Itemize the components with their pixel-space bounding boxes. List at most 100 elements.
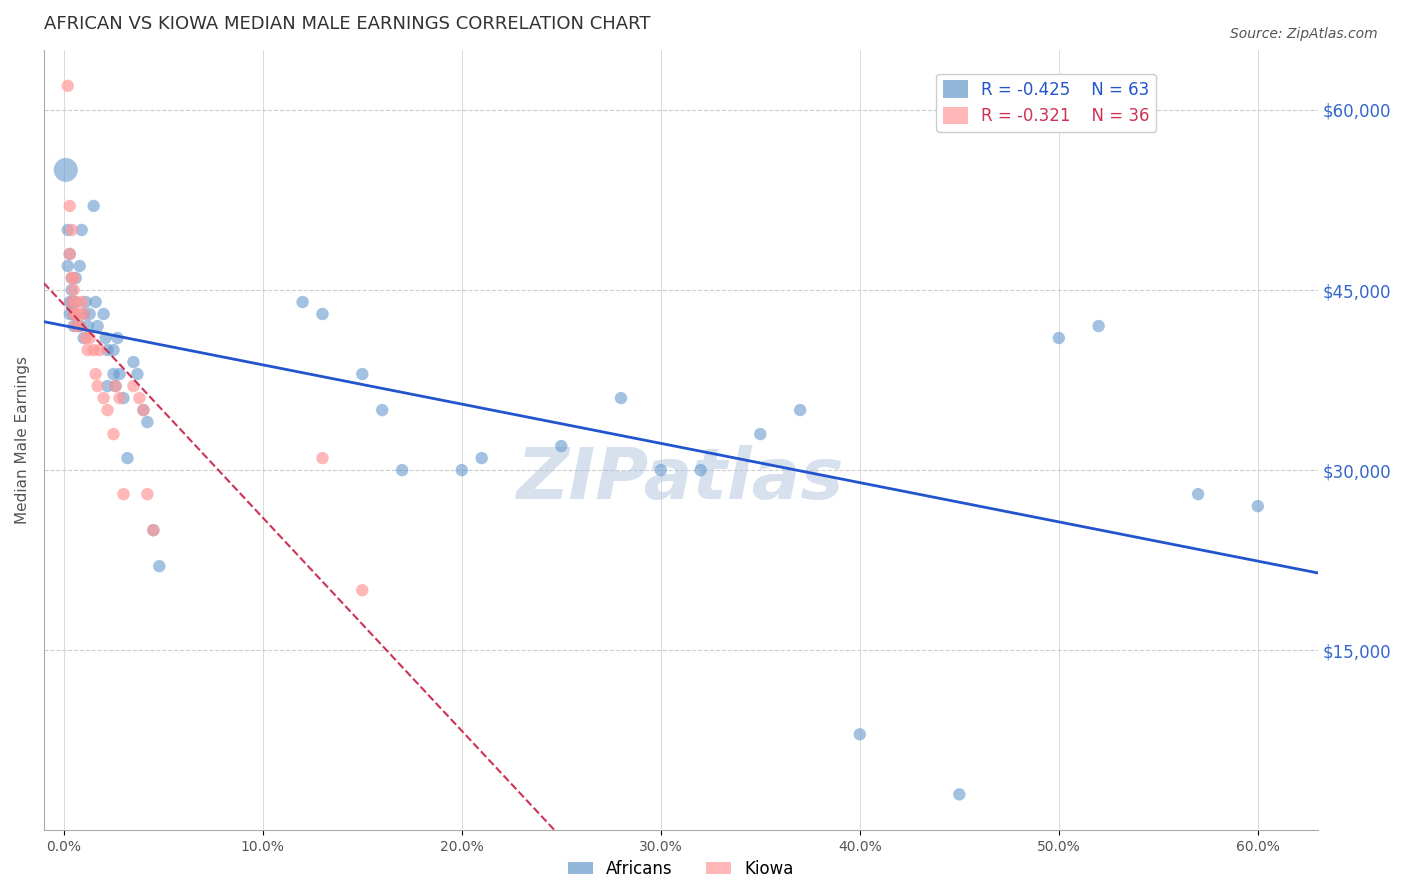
Point <box>56 259 79 273</box>
Point <box>69 319 91 334</box>
Point <box>93 307 115 321</box>
Point <box>103 343 125 357</box>
Point <box>56 223 79 237</box>
Point <box>70 295 93 310</box>
Point <box>76 319 98 334</box>
Point <box>948 788 970 802</box>
Point <box>391 463 413 477</box>
Point <box>108 391 131 405</box>
Point <box>60 223 83 237</box>
Point <box>89 343 111 357</box>
Point <box>60 271 83 285</box>
Point <box>311 307 333 321</box>
Point <box>62 319 84 334</box>
Point <box>352 583 374 598</box>
Point <box>59 199 82 213</box>
Text: ZIPatlas: ZIPatlas <box>517 444 845 514</box>
Point <box>142 523 165 537</box>
Point <box>69 259 91 273</box>
Point <box>66 319 89 334</box>
Point <box>142 523 165 537</box>
Point <box>65 307 87 321</box>
Point <box>59 295 82 310</box>
Point <box>108 367 131 381</box>
Y-axis label: Median Male Earnings: Median Male Earnings <box>15 356 30 524</box>
Point <box>122 355 145 369</box>
Point <box>65 271 87 285</box>
Point <box>117 451 139 466</box>
Point <box>73 307 96 321</box>
Point <box>689 463 711 477</box>
Point <box>148 559 170 574</box>
Point <box>69 319 91 334</box>
Point <box>59 247 82 261</box>
Point <box>60 283 83 297</box>
Point <box>65 295 87 310</box>
Point <box>103 427 125 442</box>
Point <box>60 271 83 285</box>
Point <box>1187 487 1209 501</box>
Point <box>66 307 89 321</box>
Point <box>75 331 97 345</box>
Point <box>84 295 107 310</box>
Point <box>62 307 84 321</box>
Point <box>1087 319 1109 334</box>
Point <box>550 439 572 453</box>
Point <box>55 162 77 177</box>
Point <box>62 295 84 310</box>
Point <box>789 403 811 417</box>
Point <box>60 295 83 310</box>
Point <box>75 295 97 310</box>
Point <box>136 487 159 501</box>
Point <box>1247 499 1270 513</box>
Text: AFRICAN VS KIOWA MEDIAN MALE EARNINGS CORRELATION CHART: AFRICAN VS KIOWA MEDIAN MALE EARNINGS CO… <box>44 15 651 33</box>
Point <box>749 427 772 442</box>
Point <box>291 295 314 310</box>
Point <box>371 403 394 417</box>
Point <box>83 343 105 357</box>
Point <box>65 319 87 334</box>
Legend: Africans, Kiowa: Africans, Kiowa <box>561 853 800 885</box>
Point <box>104 379 127 393</box>
Point <box>79 307 101 321</box>
Point <box>56 78 79 93</box>
Point <box>650 463 672 477</box>
Point <box>97 403 120 417</box>
Point <box>65 295 87 310</box>
Point <box>311 451 333 466</box>
Point <box>83 199 105 213</box>
Point <box>103 367 125 381</box>
Point <box>73 331 96 345</box>
Point <box>352 367 374 381</box>
Point <box>849 727 872 741</box>
Point <box>62 307 84 321</box>
Point <box>97 379 120 393</box>
Point <box>94 331 117 345</box>
Point <box>76 343 98 357</box>
Point <box>450 463 472 477</box>
Point <box>73 307 96 321</box>
Point <box>93 391 115 405</box>
Point <box>107 331 129 345</box>
Point <box>62 271 84 285</box>
Point <box>79 331 101 345</box>
Point <box>1047 331 1070 345</box>
Point <box>104 379 127 393</box>
Point <box>70 223 93 237</box>
Text: Source: ZipAtlas.com: Source: ZipAtlas.com <box>1230 27 1378 41</box>
Point <box>59 247 82 261</box>
Point <box>122 379 145 393</box>
Point <box>610 391 633 405</box>
Point <box>112 391 135 405</box>
Point <box>62 307 84 321</box>
Point <box>97 343 120 357</box>
Point <box>86 379 108 393</box>
Point <box>471 451 494 466</box>
Point <box>84 367 107 381</box>
Point <box>132 403 155 417</box>
Point <box>112 487 135 501</box>
Point <box>136 415 159 429</box>
Point <box>128 391 150 405</box>
Point <box>86 319 108 334</box>
Point <box>127 367 149 381</box>
